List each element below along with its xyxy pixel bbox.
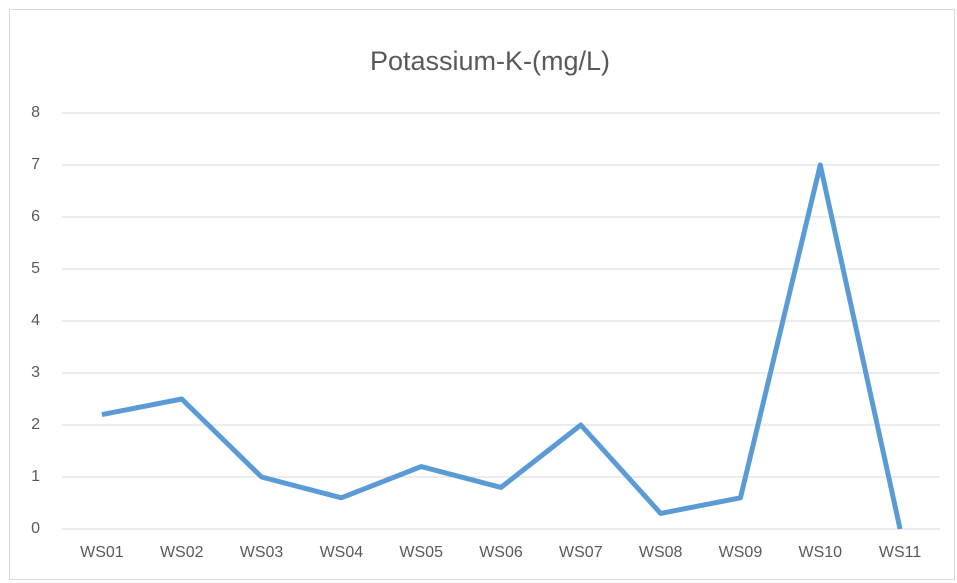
y-tick-label: 0 [31, 520, 40, 537]
x-tick-label: WS06 [479, 544, 523, 561]
x-tick-label: WS04 [320, 544, 364, 561]
x-tick-label: WS03 [240, 544, 284, 561]
y-tick-label: 2 [31, 416, 40, 433]
y-tick-label: 6 [31, 208, 40, 225]
chart-title: Potassium-K-(mg/L) [370, 46, 610, 76]
y-tick-label: 5 [31, 260, 40, 277]
y-tick-label: 7 [31, 156, 40, 173]
y-tick-label: 4 [31, 312, 40, 329]
x-tick-label: WS01 [80, 544, 124, 561]
x-tick-label: WS10 [798, 544, 842, 561]
chart-border [9, 9, 955, 580]
x-tick-label: WS05 [399, 544, 443, 561]
x-tick-label: WS11 [879, 544, 921, 561]
x-tick-label: WS09 [719, 544, 763, 561]
y-tick-label: 8 [31, 104, 40, 121]
y-tick-label: 3 [31, 364, 40, 381]
x-tick-label: WS08 [639, 544, 683, 561]
x-tick-label: WS07 [559, 544, 603, 561]
y-tick-label: 1 [31, 468, 40, 485]
data-line [101, 162, 903, 530]
x-tick-label: WS02 [160, 544, 204, 561]
